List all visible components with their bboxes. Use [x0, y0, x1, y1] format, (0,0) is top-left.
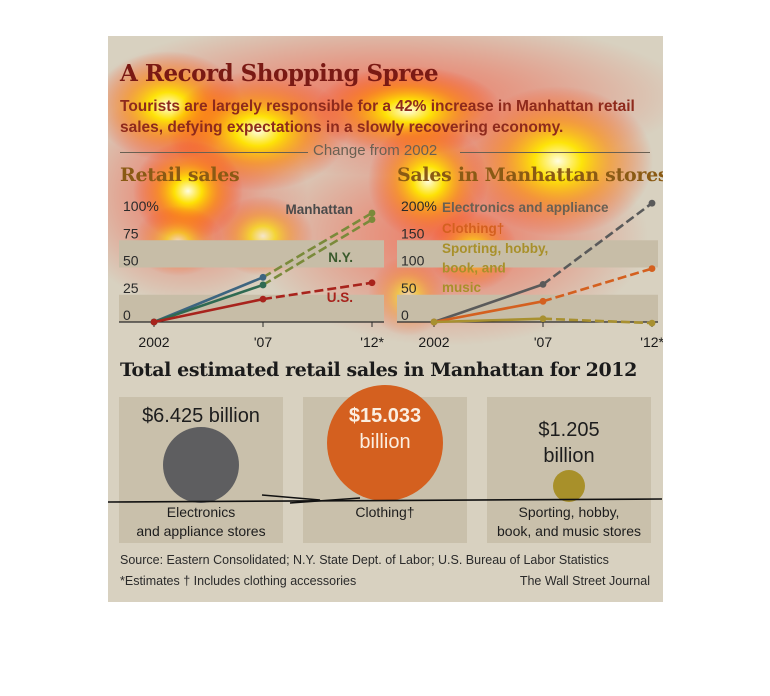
- total-value: billion: [359, 431, 411, 453]
- data-point: [368, 216, 376, 223]
- data-point: [150, 318, 158, 326]
- series-label: N.Y.: [328, 250, 353, 265]
- chart-band: [397, 294, 658, 322]
- total-circle: [163, 427, 239, 503]
- series-label: U.S.: [327, 290, 353, 305]
- data-point: [430, 318, 438, 326]
- series-line-dashed: [542, 267, 653, 303]
- y-tick-label: 50: [123, 253, 139, 269]
- credit: The Wall Street Journal: [519, 574, 650, 588]
- total-label: and appliance stores: [136, 523, 266, 539]
- page-title: A Record Shopping Spree: [120, 60, 439, 87]
- x-tick-label: 2002: [138, 334, 169, 350]
- data-point: [539, 280, 547, 288]
- change-label: Change from 2002: [313, 142, 438, 159]
- total-label: Clothing†: [355, 504, 415, 520]
- data-point: [648, 265, 656, 272]
- total-value: billion: [543, 445, 595, 467]
- infographic-panel: A Record Shopping Spree Tourists are lar…: [108, 36, 663, 602]
- data-point: [259, 273, 267, 281]
- series-label: Clothing†: [442, 221, 504, 236]
- total-circle: [553, 470, 585, 502]
- page-subtitle: Tourists are largely responsible for a 4…: [120, 98, 635, 136]
- y-tick-label: 100: [401, 253, 425, 269]
- total-card-sporting: $1.205 billion Sporting, hobby, book, an…: [487, 397, 651, 543]
- series-line-dashed: [542, 202, 653, 286]
- series-line-dashed: [262, 281, 373, 301]
- series-label: book, and: [442, 261, 506, 276]
- total-value: $1.205: [538, 419, 600, 441]
- series-line-solid: [433, 317, 544, 324]
- series-label: Electronics and appliance: [442, 200, 609, 215]
- x-tick-label: 2002: [418, 334, 449, 350]
- line-charts: 100% 75 50 25 0 2002 '07 '12* Manhattan N.Y. U.S. 2…: [119, 198, 663, 350]
- series-line-solid: [433, 283, 544, 324]
- total-card-electronics: $6.425 billion Electronics and appliance…: [119, 397, 283, 543]
- totals-title: Total estimated retail sales in Manhatta…: [120, 359, 637, 381]
- series-line-dashed: [542, 317, 653, 325]
- series-label: Sporting, hobby,: [442, 241, 548, 256]
- total-circle: [327, 385, 443, 501]
- data-point: [259, 281, 267, 289]
- x-tick-label: '07: [254, 334, 272, 350]
- data-point: [259, 295, 267, 303]
- y-tick-label: 0: [123, 307, 131, 323]
- series-line-dashed: [262, 211, 373, 279]
- y-tick-label: 0: [401, 307, 409, 323]
- y-tick-label: 100%: [123, 198, 159, 214]
- divider-left: [120, 152, 308, 153]
- divider-right: [460, 152, 650, 153]
- y-tick-label: 50: [401, 280, 417, 296]
- total-card-clothing: $15.033 billion Clothing†: [303, 385, 467, 543]
- x-tick-label: '12*: [640, 334, 663, 350]
- y-tick-label: 75: [123, 225, 139, 241]
- total-label: book, and music stores: [497, 523, 641, 539]
- chart-title-stores: Sales in Manhattan stores: [397, 164, 663, 186]
- series-line-solid: [153, 297, 264, 324]
- data-point: [539, 315, 547, 323]
- data-point: [648, 199, 656, 207]
- chart-band: [119, 240, 384, 268]
- data-point: [539, 297, 547, 305]
- x-tick-label: '07: [534, 334, 552, 350]
- total-label: Electronics: [166, 504, 236, 520]
- y-tick-label: 200%: [401, 198, 437, 214]
- y-tick-label: 25: [123, 280, 139, 296]
- total-value: $15.033: [348, 405, 422, 427]
- series-label: music: [442, 280, 482, 295]
- x-tick-label: '12*: [360, 334, 384, 350]
- total-label: Sporting, hobby,: [518, 504, 620, 520]
- y-tick-label: 150: [401, 225, 425, 241]
- series-label: Manhattan: [286, 202, 354, 217]
- series-line-solid: [433, 300, 544, 324]
- source-note: Source: Eastern Consolidated; N.Y. State…: [120, 553, 609, 567]
- chart-band: [397, 240, 658, 268]
- series-line-dashed: [262, 218, 373, 287]
- data-point: [368, 209, 376, 217]
- chart-title-retail: Retail sales: [120, 164, 240, 186]
- series-line-solid: [153, 283, 264, 324]
- data-point: [648, 319, 656, 327]
- total-value: $6.425 billion: [142, 405, 260, 427]
- footnotes: *Estimates † Includes clothing accessori…: [120, 574, 357, 588]
- data-point: [368, 279, 376, 287]
